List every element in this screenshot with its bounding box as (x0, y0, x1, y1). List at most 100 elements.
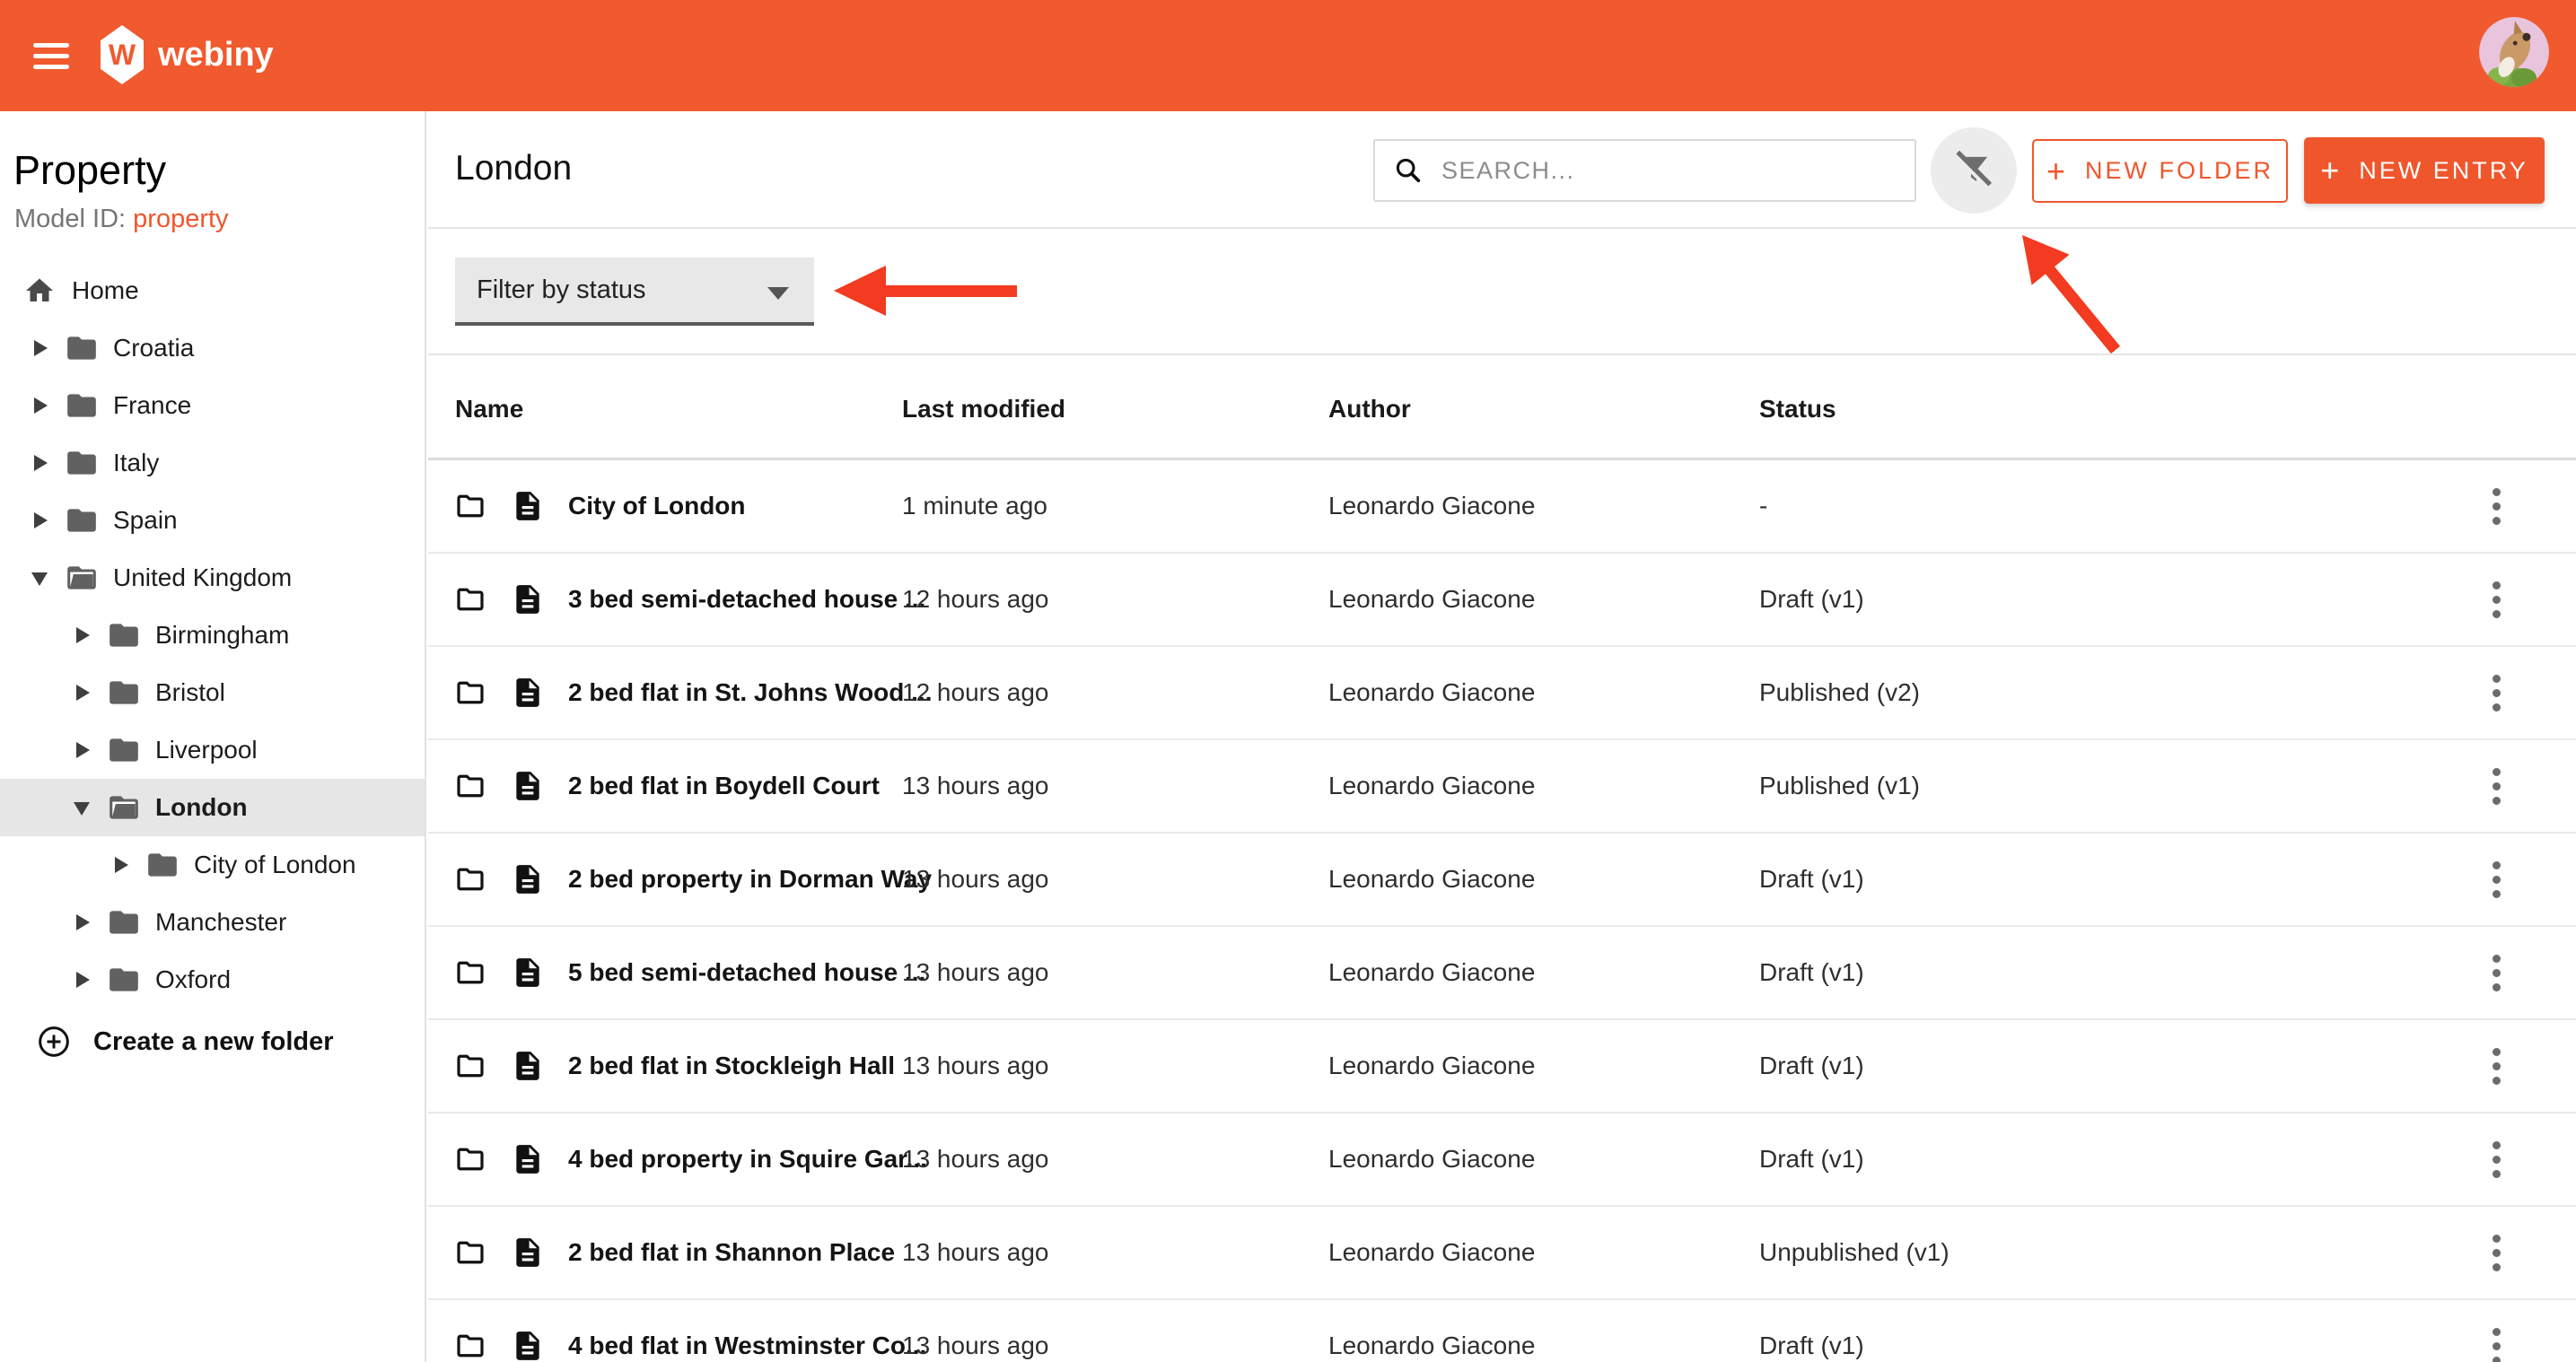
row-last-modified: 12 hours ago (902, 585, 1049, 613)
caret-icon[interactable] (74, 799, 94, 816)
document-icon (511, 676, 545, 710)
user-avatar[interactable] (2479, 17, 2549, 87)
caret-icon[interactable] (76, 742, 94, 758)
sidebar-item-home[interactable]: Home (0, 262, 425, 319)
row-status-badge: Draft (v1) (1759, 958, 1864, 986)
caret-icon[interactable] (115, 857, 133, 873)
row-status-badge: Draft (v1) (1759, 1331, 1864, 1359)
row-status-badge: Unpublished (v1) (1759, 1238, 1950, 1266)
row-name: 4 bed flat in Westminster Co... (568, 1331, 927, 1359)
caret-icon[interactable] (34, 397, 52, 414)
table-row[interactable]: 2 bed flat in Boydell Court 13 hours ago… (428, 740, 2576, 834)
new-folder-button[interactable]: + NEW FOLDER (2032, 139, 2288, 203)
filter-by-status-value: Filter by status (477, 275, 646, 304)
app-header: W webiny (0, 0, 2576, 111)
home-icon (26, 278, 53, 301)
row-status-badge: Draft (v1) (1759, 865, 1864, 893)
sidebar-folder-label: Birmingham (155, 621, 290, 649)
row-actions-kebab-icon[interactable] (2476, 1314, 2516, 1362)
folder-icon (67, 336, 96, 360)
model-id-label: Model ID: (14, 205, 127, 233)
new-entry-button[interactable]: + NEW ENTRY (2304, 137, 2545, 204)
chevron-down-icon (767, 287, 789, 300)
caret-icon[interactable] (34, 340, 52, 356)
document-icon (511, 862, 545, 896)
filter-toggle-button[interactable] (1931, 127, 2017, 214)
table-row[interactable]: 4 bed flat in Westminster Co... 13 hours… (428, 1300, 2576, 1362)
search-input[interactable] (1440, 155, 1910, 186)
model-id-value[interactable]: property (133, 205, 229, 233)
sidebar-item-france[interactable]: France (0, 377, 425, 434)
webiny-logo-hexagon: W (101, 25, 144, 84)
sidebar-folder-label: United Kingdom (113, 563, 293, 591)
row-actions-kebab-icon[interactable] (2476, 474, 2516, 538)
webiny-logo[interactable]: W webiny (101, 25, 274, 84)
row-actions-kebab-icon[interactable] (2476, 1034, 2516, 1098)
row-actions-kebab-icon[interactable] (2476, 1220, 2516, 1285)
row-last-modified: 13 hours ago (902, 1052, 1049, 1079)
filter-off-icon (1953, 150, 1994, 191)
sidebar-item-bristol[interactable]: Bristol (0, 664, 425, 721)
page-title: London (455, 149, 573, 188)
sidebar-item-manchester[interactable]: Manchester (0, 894, 425, 951)
row-name: 3 bed semi-detached house ... (568, 585, 926, 613)
sidebar-item-italy[interactable]: Italy (0, 434, 425, 492)
folder-icon (110, 681, 138, 704)
row-actions-kebab-icon[interactable] (2476, 754, 2516, 818)
sidebar-item-city-of-london[interactable]: City of London (0, 836, 425, 894)
document-icon (511, 956, 545, 990)
column-header-name: Name (455, 395, 524, 423)
caret-icon[interactable] (76, 627, 94, 643)
sidebar-folder-label: Manchester (155, 908, 287, 936)
caret-icon[interactable] (34, 455, 52, 471)
row-actions-kebab-icon[interactable] (2476, 1127, 2516, 1192)
table-row[interactable]: 2 bed flat in Shannon Place 13 hours ago… (428, 1207, 2576, 1300)
sidebar-item-liverpool[interactable]: Liverpool (0, 721, 425, 779)
menu-icon[interactable] (33, 43, 69, 70)
row-actions-kebab-icon[interactable] (2476, 847, 2516, 912)
row-actions-kebab-icon[interactable] (2476, 940, 2516, 1005)
caret-icon[interactable] (76, 914, 94, 930)
row-actions-kebab-icon[interactable] (2476, 567, 2516, 632)
new-folder-label: NEW FOLDER (2085, 157, 2274, 184)
sidebar-item-croatia[interactable]: Croatia (0, 319, 425, 377)
folder-outline-icon (453, 1235, 487, 1270)
folder-outline-icon (453, 489, 487, 523)
create-new-folder-button[interactable]: Create a new folder (0, 1013, 334, 1070)
table-row[interactable]: 2 bed property in Dorman Way 13 hours ag… (428, 834, 2576, 927)
sidebar-item-oxford[interactable]: Oxford (0, 951, 425, 1008)
search-icon (1396, 158, 1421, 183)
row-last-modified: 13 hours ago (902, 1331, 1049, 1359)
sidebar-item-united-kingdom[interactable]: United Kingdom (0, 549, 425, 607)
row-actions-kebab-icon[interactable] (2476, 660, 2516, 725)
table-row[interactable]: City of London 1 minute ago Leonardo Gia… (428, 460, 2576, 554)
sidebar-folder-label: Croatia (113, 334, 195, 362)
sidebar-item-birmingham[interactable]: Birmingham (0, 607, 425, 664)
sidebar-folder-label: Italy (113, 449, 160, 476)
table-row[interactable]: 4 bed property in Squire Gar... 13 hours… (428, 1113, 2576, 1207)
table-row[interactable]: 3 bed semi-detached house ... 12 hours a… (428, 554, 2576, 647)
row-author: Leonardo Giacone (1328, 1238, 1536, 1266)
sidebar-folder-label: France (113, 391, 192, 419)
caret-icon[interactable] (76, 685, 94, 701)
sidebar-item-london[interactable]: London (0, 779, 425, 836)
document-icon (511, 489, 545, 523)
caret-icon[interactable] (31, 570, 52, 586)
row-status-badge: Draft (v1) (1759, 1052, 1864, 1079)
plus-icon: + (2046, 152, 2065, 189)
row-name: 2 bed flat in Stockleigh Hall (568, 1052, 896, 1079)
folder-outline-icon (453, 1329, 487, 1362)
sidebar-folder-label: Liverpool (155, 736, 258, 764)
sidebar-item-spain[interactable]: Spain (0, 492, 425, 549)
row-last-modified: 13 hours ago (902, 1145, 1049, 1173)
table-row[interactable]: 5 bed semi-detached house ... 13 hours a… (428, 927, 2576, 1020)
table-row[interactable]: 2 bed flat in Stockleigh Hall 13 hours a… (428, 1020, 2576, 1113)
filter-by-status-select[interactable]: Filter by status (455, 258, 814, 326)
row-status-badge: Published (v2) (1759, 678, 1920, 706)
row-author: Leonardo Giacone (1328, 678, 1536, 706)
folder-icon (110, 968, 138, 991)
row-last-modified: 13 hours ago (902, 958, 1049, 986)
caret-icon[interactable] (34, 512, 52, 528)
table-row[interactable]: 2 bed flat in St. Johns Wood ... 12 hour… (428, 647, 2576, 740)
caret-icon[interactable] (76, 972, 94, 988)
